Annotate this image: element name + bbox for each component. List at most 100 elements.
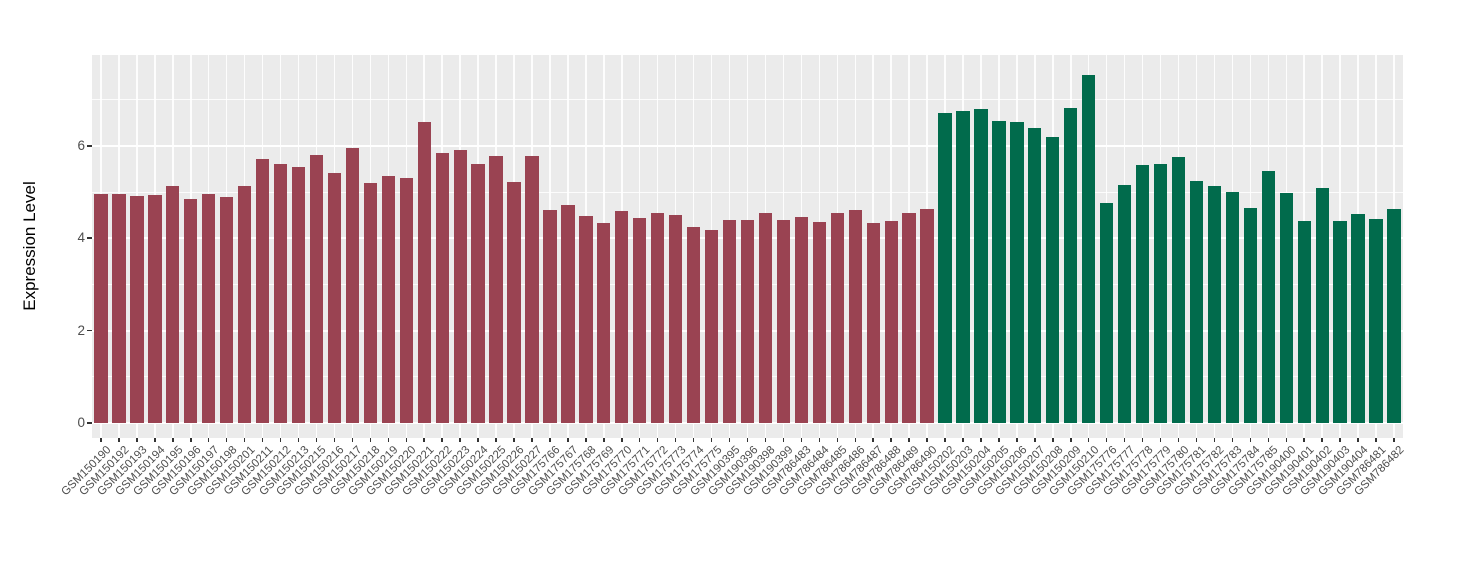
x-tick-mark [225,438,228,442]
bar [399,177,413,423]
bar [1100,202,1114,423]
x-tick-mark [621,438,623,442]
x-tick-mark [1034,438,1036,442]
x-tick-mark [962,438,964,442]
bar [597,223,611,423]
bar [291,167,306,423]
bar [974,109,988,423]
bar [327,172,342,423]
x-tick-mark [207,438,210,442]
x-tick-mark [351,438,354,442]
x-tick-mark [459,438,461,442]
bar [1315,188,1329,423]
x-tick-mark [495,438,497,442]
x-tick-mark [710,438,713,442]
bar [776,220,791,423]
bar [220,197,234,423]
x-tick-mark [297,438,300,442]
bar [525,155,539,423]
x-tick-mark [100,438,102,442]
x-tick-mark [585,438,587,442]
x-tick-mark [1087,438,1090,442]
x-tick-mark [872,438,874,442]
x-tick-mark [1285,438,1288,442]
bar [669,214,683,423]
bar [758,212,773,423]
bar [435,153,449,423]
x-tick-mark [315,438,318,442]
bar [920,209,934,423]
bar [579,216,593,423]
y-axis-title: Expression Level [20,181,39,311]
x-tick-mark [136,438,138,442]
x-tick-mark [890,438,892,442]
x-tick-mark [118,438,120,442]
x-tick-mark [603,438,605,442]
x-tick-mark [746,438,749,442]
bar [453,149,467,423]
x-tick-mark [1070,438,1072,442]
y-tick-mark [87,237,92,239]
y-tick-mark [87,145,92,147]
bar [704,229,719,423]
x-tick-mark [782,438,785,442]
bar [848,210,862,423]
bar [345,148,360,423]
x-tick-mark [1213,438,1216,442]
x-tick-mark [423,438,425,442]
y-tick-mark [87,329,92,332]
x-tick-mark [656,438,659,442]
x-tick-mark [818,438,821,442]
bar [956,111,970,423]
x-tick-mark [1016,438,1018,442]
bar [94,193,108,423]
x-tick-mark [674,438,677,442]
bar [1189,180,1204,423]
bar [273,163,288,423]
x-tick-mark [1195,438,1198,442]
bar [686,226,701,423]
bar [1333,221,1347,423]
x-tick-mark [441,438,443,442]
x-tick-mark [1321,438,1323,442]
bar [130,196,144,423]
x-tick-mark [1303,438,1305,442]
x-tick-mark [279,438,282,442]
x-tick-mark [998,438,1000,442]
x-tick-mark [926,438,928,442]
x-tick-mark [261,438,264,442]
bar [1243,207,1257,423]
bar [651,213,665,423]
bar [794,216,809,423]
x-tick-mark [1052,438,1054,442]
bar [1117,185,1132,423]
bar [166,185,180,423]
bar [866,223,880,423]
y-tick-label: 4 [77,230,85,246]
x-tick-mark [836,438,839,442]
bar [884,221,898,423]
x-tick-mark [854,438,856,442]
bar [561,205,575,423]
bar [471,163,485,423]
bar [1135,164,1150,423]
plot-panel [92,55,1403,438]
x-tick-mark [1231,438,1234,442]
x-tick-mark [1159,438,1162,442]
y-tick-label: 6 [77,137,85,153]
x-tick-mark [1267,438,1270,442]
x-tick-mark [944,438,946,442]
bar [112,193,126,423]
bar [202,194,216,423]
bar [1207,185,1222,423]
x-tick-mark [513,438,515,442]
bar [1046,137,1060,423]
x-tick-mark [405,438,408,442]
bar [148,194,162,423]
x-tick-mark [1123,438,1126,442]
x-tick-mark [387,438,390,442]
bar [1153,163,1168,423]
bar [507,181,521,423]
bar [184,199,198,423]
